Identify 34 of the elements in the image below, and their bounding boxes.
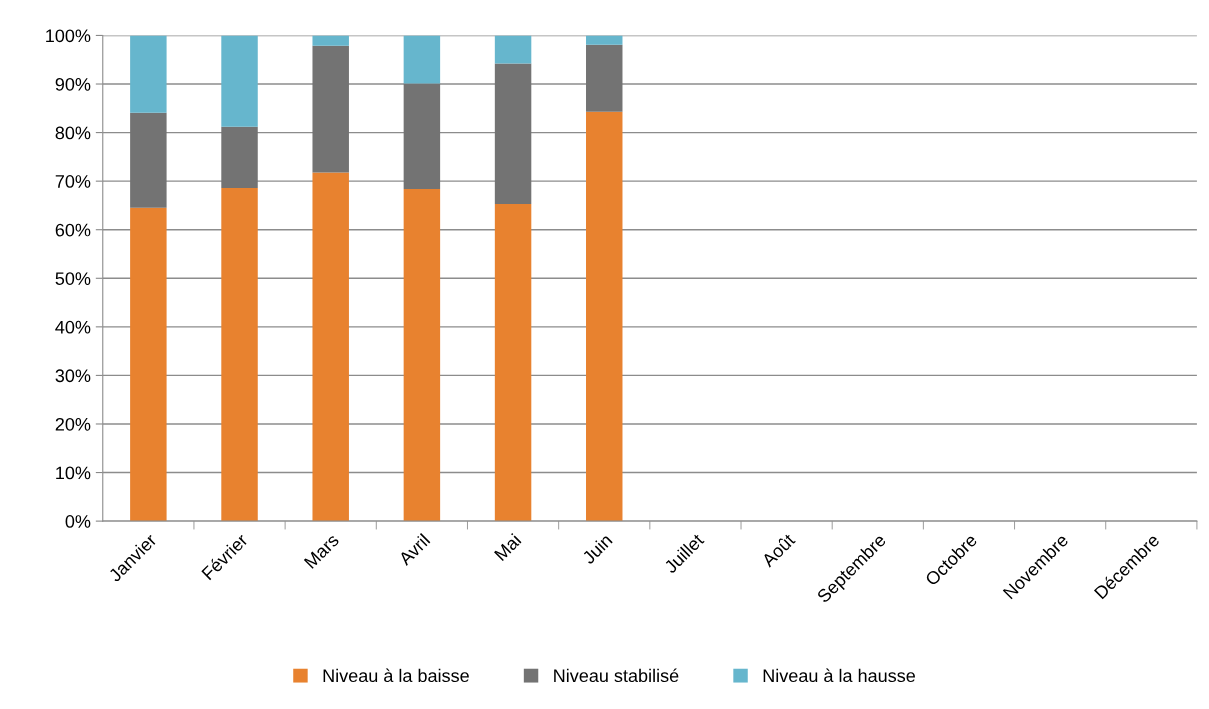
y-tick-label: 50% <box>55 272 91 285</box>
bar <box>586 35 623 45</box>
bar <box>494 63 532 204</box>
y-tick-label: 80% <box>55 126 91 140</box>
y-tick-label: 30% <box>55 369 91 383</box>
y-tick-label: 90% <box>55 77 91 91</box>
bar <box>403 188 441 522</box>
bar <box>312 45 349 173</box>
bar <box>494 35 532 64</box>
bar <box>403 83 441 189</box>
y-tick-label: 60% <box>55 223 91 237</box>
legend-label: Niveau à la hausse <box>763 668 915 683</box>
y-tick-label: 0% <box>65 515 91 528</box>
x-tick-label: Juin <box>581 533 613 565</box>
bar <box>221 126 258 188</box>
bar <box>130 207 167 522</box>
bar <box>494 203 532 522</box>
bar <box>130 35 167 113</box>
y-tick-label: 10% <box>56 466 91 480</box>
y-tick-label: 40% <box>55 320 91 334</box>
bar <box>403 35 441 84</box>
bar <box>586 44 623 112</box>
y-tick-label: 70% <box>55 175 91 188</box>
legend-label: Niveau à la baisse <box>323 668 469 683</box>
bar <box>221 187 258 522</box>
bar <box>312 35 349 46</box>
legend-label: Niveau stabilisé <box>554 668 679 683</box>
x-tick-label: Mai <box>493 533 522 562</box>
y-tick-label: 100% <box>46 29 91 43</box>
y-tick-label: 20% <box>55 417 91 431</box>
bar <box>312 172 349 522</box>
bar <box>221 35 258 127</box>
bar <box>586 111 623 522</box>
bar <box>130 112 167 208</box>
